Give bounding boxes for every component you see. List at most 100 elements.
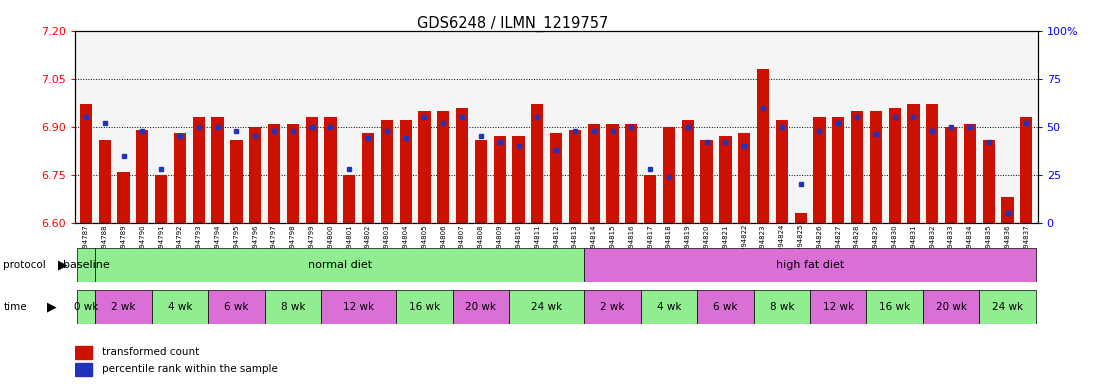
Text: 8 wk: 8 wk bbox=[770, 302, 794, 312]
Bar bbox=[587, 124, 600, 223]
Bar bbox=[96, 248, 584, 282]
Bar bbox=[682, 120, 694, 223]
Bar bbox=[117, 172, 130, 223]
Bar bbox=[494, 136, 506, 223]
Bar bbox=[569, 130, 581, 223]
Bar bbox=[945, 127, 957, 223]
Bar bbox=[136, 130, 148, 223]
Bar bbox=[344, 175, 356, 223]
Bar bbox=[474, 139, 488, 223]
Bar bbox=[923, 290, 979, 324]
Bar bbox=[663, 127, 675, 223]
Bar bbox=[927, 104, 939, 223]
Bar bbox=[625, 124, 638, 223]
Bar bbox=[77, 290, 96, 324]
Bar bbox=[287, 124, 299, 223]
Bar bbox=[979, 290, 1035, 324]
Bar bbox=[96, 290, 152, 324]
Bar bbox=[719, 136, 731, 223]
Bar bbox=[964, 124, 976, 223]
Bar bbox=[155, 175, 167, 223]
Bar bbox=[509, 290, 584, 324]
Bar bbox=[870, 111, 882, 223]
Text: 20 wk: 20 wk bbox=[466, 302, 496, 312]
Bar bbox=[832, 117, 844, 223]
Bar bbox=[531, 104, 544, 223]
Text: baseline: baseline bbox=[63, 260, 110, 270]
Text: 8 wk: 8 wk bbox=[281, 302, 305, 312]
Bar bbox=[584, 290, 641, 324]
Text: GDS6248 / ILMN_1219757: GDS6248 / ILMN_1219757 bbox=[416, 15, 608, 31]
Text: 6 wk: 6 wk bbox=[224, 302, 248, 312]
Text: 4 wk: 4 wk bbox=[168, 302, 192, 312]
Bar bbox=[400, 120, 412, 223]
Text: time: time bbox=[3, 302, 27, 312]
Bar bbox=[305, 117, 317, 223]
Text: 12 wk: 12 wk bbox=[822, 302, 854, 312]
Text: 24 wk: 24 wk bbox=[531, 302, 562, 312]
Text: 16 wk: 16 wk bbox=[408, 302, 440, 312]
Text: 2 wk: 2 wk bbox=[601, 302, 625, 312]
Bar bbox=[396, 290, 452, 324]
Bar bbox=[209, 290, 265, 324]
Bar bbox=[173, 133, 186, 223]
Bar bbox=[795, 213, 807, 223]
Bar bbox=[456, 108, 468, 223]
Bar bbox=[866, 290, 923, 324]
Bar bbox=[983, 139, 995, 223]
Bar bbox=[324, 117, 337, 223]
Bar bbox=[584, 248, 1035, 282]
Bar bbox=[80, 104, 92, 223]
Text: 2 wk: 2 wk bbox=[111, 302, 136, 312]
Bar bbox=[738, 133, 750, 223]
Bar bbox=[775, 120, 788, 223]
Bar bbox=[268, 124, 280, 223]
Bar bbox=[550, 133, 562, 223]
Bar bbox=[697, 290, 753, 324]
Bar bbox=[810, 290, 866, 324]
Bar bbox=[418, 111, 430, 223]
Bar bbox=[321, 290, 396, 324]
Bar bbox=[231, 139, 243, 223]
Bar bbox=[1001, 197, 1013, 223]
Bar bbox=[907, 104, 920, 223]
Bar bbox=[152, 290, 209, 324]
Bar bbox=[265, 290, 321, 324]
Text: ▶: ▶ bbox=[47, 301, 57, 314]
Bar bbox=[513, 136, 525, 223]
Bar bbox=[381, 120, 393, 223]
Text: transformed count: transformed count bbox=[102, 347, 199, 357]
Text: normal diet: normal diet bbox=[307, 260, 372, 270]
Text: 0 wk: 0 wk bbox=[74, 302, 98, 312]
Bar bbox=[888, 108, 900, 223]
Bar bbox=[701, 139, 713, 223]
Text: 4 wk: 4 wk bbox=[657, 302, 681, 312]
Bar bbox=[99, 139, 111, 223]
Bar bbox=[814, 117, 826, 223]
Bar bbox=[249, 127, 261, 223]
Bar bbox=[606, 124, 618, 223]
Text: 6 wk: 6 wk bbox=[714, 302, 738, 312]
Bar bbox=[75, 346, 92, 359]
Text: protocol: protocol bbox=[3, 260, 46, 270]
Text: 16 wk: 16 wk bbox=[879, 302, 910, 312]
Bar bbox=[1020, 117, 1032, 223]
Text: 12 wk: 12 wk bbox=[343, 302, 374, 312]
Text: high fat diet: high fat diet bbox=[776, 260, 844, 270]
Bar bbox=[77, 248, 96, 282]
Bar bbox=[362, 133, 374, 223]
Bar bbox=[452, 290, 509, 324]
Bar bbox=[75, 363, 92, 376]
Text: 24 wk: 24 wk bbox=[991, 302, 1023, 312]
Text: 20 wk: 20 wk bbox=[935, 302, 966, 312]
Bar bbox=[645, 175, 657, 223]
Bar bbox=[757, 69, 769, 223]
Bar bbox=[851, 111, 863, 223]
Bar bbox=[753, 290, 810, 324]
Text: percentile rank within the sample: percentile rank within the sample bbox=[102, 364, 278, 374]
Bar bbox=[641, 290, 697, 324]
Bar bbox=[192, 117, 205, 223]
Text: ▶: ▶ bbox=[58, 258, 68, 271]
Bar bbox=[212, 117, 224, 223]
Bar bbox=[437, 111, 449, 223]
